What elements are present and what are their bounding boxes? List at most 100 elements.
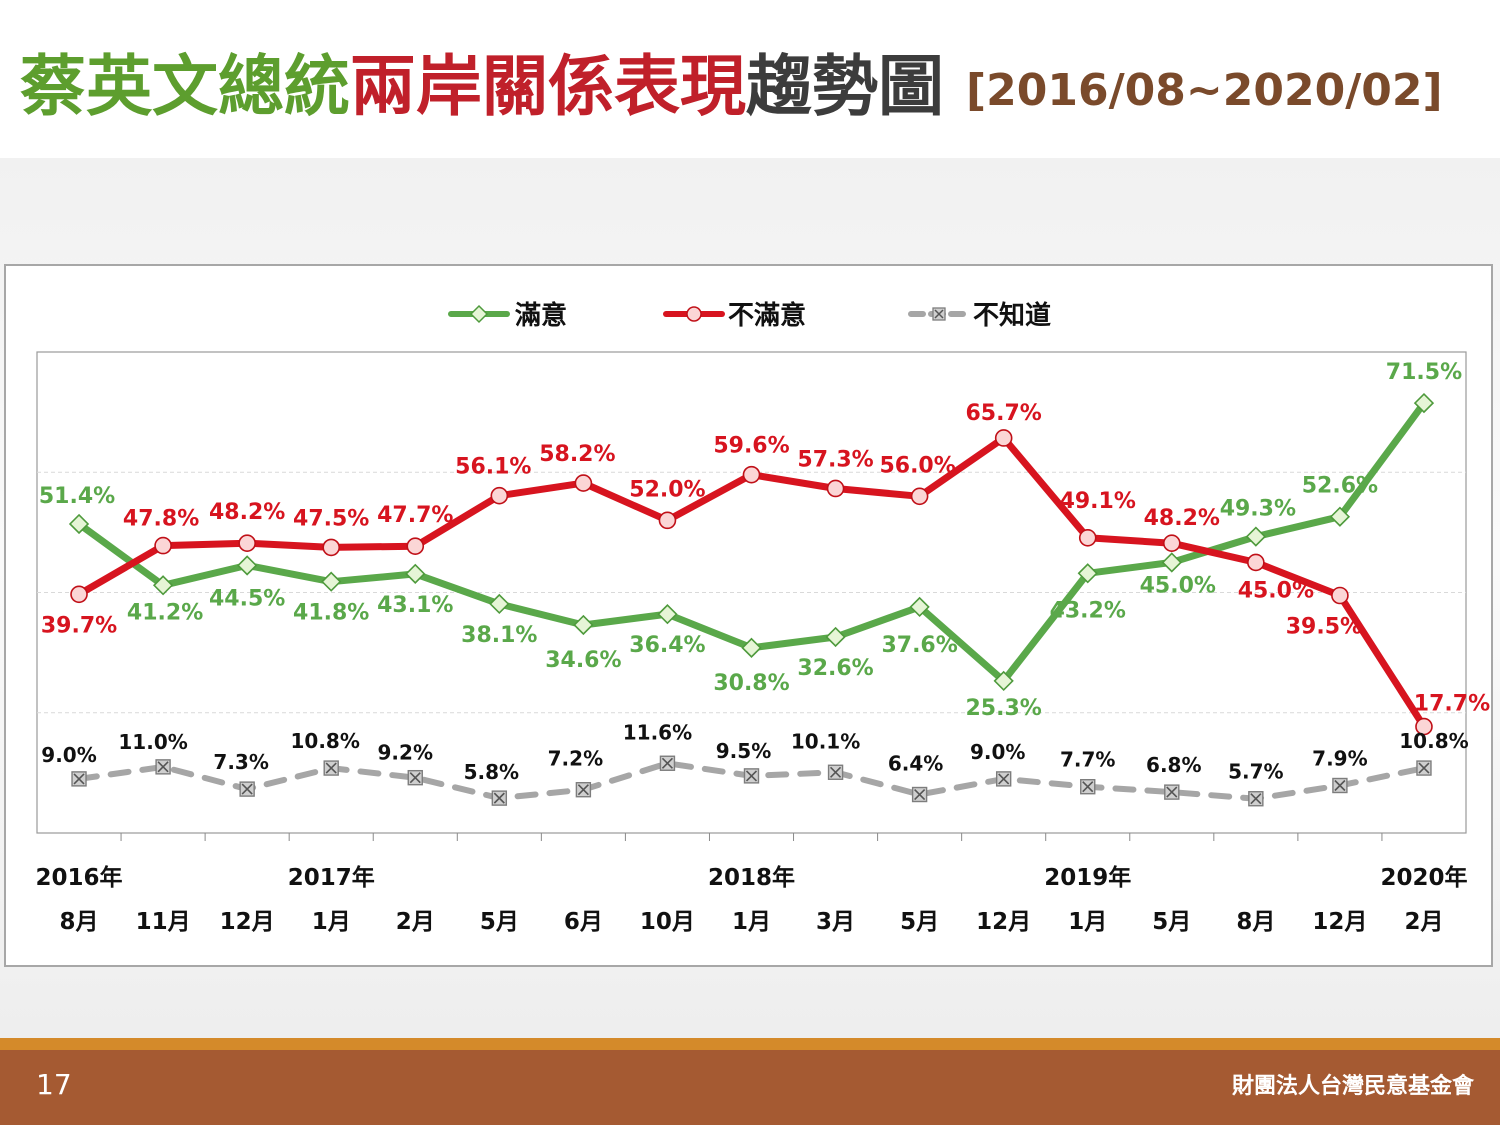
- data-label-satisfied: 38.1%: [461, 623, 537, 648]
- data-label-dissatisfied: 48.2%: [1144, 506, 1220, 531]
- data-label-dissatisfied: 56.0%: [879, 453, 955, 478]
- point-dontknow-cross: [1418, 762, 1430, 774]
- point-satisfied: [573, 614, 594, 636]
- point-dontknow-cross: [493, 792, 505, 804]
- title-part-cross-strait: 兩岸關係表現: [350, 48, 746, 125]
- point-dissatisfied: [1415, 717, 1433, 736]
- point-dontknow-cross: [1082, 781, 1094, 793]
- year-label: 2019年: [1044, 864, 1131, 891]
- point-dontknow-cross: [577, 784, 589, 796]
- point-dissatisfied: [742, 465, 761, 484]
- data-label-satisfied: 71.5%: [1386, 360, 1462, 385]
- point-satisfied: [152, 575, 174, 596]
- point-satisfied: [405, 563, 426, 584]
- point-dontknow-cross: [1250, 793, 1262, 805]
- point-dissatisfied: [574, 474, 593, 492]
- data-label-satisfied: 25.3%: [966, 696, 1042, 721]
- year-label: 2017年: [288, 864, 375, 891]
- year-label: 2020年: [1380, 864, 1467, 891]
- point-dissatisfied: [994, 429, 1013, 447]
- point-satisfied: [68, 513, 90, 535]
- data-label-satisfied: 36.4%: [629, 633, 705, 658]
- point-dissatisfied: [322, 538, 341, 557]
- legend-label-dissatisfied: 不滿意: [728, 300, 806, 331]
- point-dontknow-cross: [325, 762, 337, 774]
- x-tick-label: 11月: [136, 909, 191, 935]
- data-label-dontknow: 6.8%: [1146, 753, 1201, 777]
- data-label-satisfied: 45.0%: [1140, 573, 1216, 598]
- data-label-dontknow: 5.8%: [464, 760, 519, 784]
- data-label-satisfied: 44.5%: [209, 586, 285, 611]
- point-dontknow-cross: [745, 770, 758, 782]
- line-chart: 8月 11月 12月 1月 2月 5月 6月 10月 1月 3月 5月 12月 1月 5月 8月 12月 2月 2…: [36, 300, 1491, 935]
- point-dissatisfied: [1331, 586, 1349, 605]
- point-dissatisfied: [826, 479, 845, 498]
- data-label-dissatisfied: 47.7%: [377, 503, 453, 528]
- point-dontknow-cross: [829, 766, 842, 778]
- point-dontknow-cross: [241, 783, 253, 795]
- point-dontknow-cross: [914, 788, 926, 801]
- point-dissatisfied: [1162, 534, 1181, 552]
- legend-marker-dontknow-cross: [934, 309, 944, 319]
- x-tick-label: 2月: [396, 909, 435, 935]
- point-dissatisfied: [70, 585, 88, 604]
- data-label-satisfied: 41.8%: [293, 601, 369, 626]
- data-label-dissatisfied: 39.5%: [1286, 615, 1362, 640]
- point-satisfied: [1245, 526, 1266, 547]
- point-dontknow-cross: [157, 761, 169, 773]
- point-satisfied: [321, 571, 342, 592]
- point-dissatisfied: [910, 487, 929, 506]
- point-satisfied: [657, 604, 678, 625]
- point-dissatisfied: [154, 536, 172, 555]
- data-label-satisfied: 52.6%: [1302, 474, 1378, 499]
- x-tick-label: 12月: [220, 909, 275, 935]
- point-satisfied: [1329, 506, 1351, 527]
- data-label-satisfied: 30.8%: [713, 671, 789, 696]
- point-satisfied: [1161, 552, 1182, 573]
- data-label-satisfied: 34.6%: [545, 648, 621, 673]
- year-label: 2016年: [36, 864, 123, 891]
- data-label-satisfied: 43.1%: [377, 593, 453, 618]
- point-dissatisfied: [1078, 528, 1097, 547]
- data-label-dontknow: 10.8%: [1399, 729, 1468, 753]
- point-dontknow-cross: [409, 772, 421, 784]
- organization-name: 財團法人台灣民意基金會: [1231, 1074, 1474, 1099]
- data-label-dissatisfied: 39.7%: [41, 613, 117, 638]
- point-dissatisfied: [658, 511, 677, 530]
- x-tick-label: 1月: [1068, 909, 1107, 935]
- point-satisfied: [1077, 563, 1098, 584]
- x-tick-label: 12月: [976, 909, 1031, 935]
- page-number: 17: [36, 1068, 72, 1101]
- data-label-satisfied: 41.2%: [127, 600, 203, 625]
- data-label-dissatisfied: 56.1%: [455, 455, 531, 480]
- data-label-dissatisfied: 17.7%: [1414, 692, 1490, 717]
- legend-marker-dissatisfied: [686, 306, 702, 322]
- data-label-dissatisfied: 49.1%: [1060, 489, 1136, 514]
- data-label-dontknow: 7.7%: [1060, 748, 1115, 772]
- x-tick-label: 12月: [1312, 909, 1367, 935]
- data-label-dissatisfied: 47.8%: [123, 507, 199, 532]
- point-dontknow-cross: [1334, 779, 1346, 792]
- chart-frame: 8月 11月 12月 1月 2月 5月 6月 10月 1月 3月 5月 12月 1月 5月 8月 12月 2月 2…: [4, 264, 1493, 967]
- data-label-dontknow: 9.2%: [378, 741, 433, 765]
- data-label-dissatisfied: 58.2%: [539, 442, 615, 467]
- point-satisfied: [825, 626, 846, 648]
- x-tick-label: 6月: [564, 909, 603, 935]
- year-label: 2018年: [708, 864, 795, 891]
- data-label-dontknow: 10.8%: [291, 729, 360, 753]
- data-label-satisfied: 32.6%: [797, 656, 873, 681]
- data-label-dissatisfied: 48.2%: [209, 500, 285, 525]
- point-satisfied: [489, 593, 510, 615]
- x-tick-label: 5月: [900, 909, 939, 935]
- data-label-dissatisfied: 59.6%: [713, 434, 789, 459]
- data-label-dontknow: 10.1%: [791, 729, 860, 753]
- point-dissatisfied: [406, 537, 425, 556]
- x-tick-label: 2月: [1404, 909, 1443, 935]
- point-satisfied: [1413, 392, 1435, 414]
- data-label-dissatisfied: 65.7%: [966, 401, 1042, 426]
- data-label-satisfied: 51.4%: [39, 484, 115, 509]
- footer-bar: [0, 1050, 1500, 1125]
- point-satisfied: [993, 670, 1014, 692]
- slide-title: 蔡英文總統兩岸關係表現趨勢圖 [2016/08~2020/02]: [20, 42, 1443, 132]
- x-tick-label: 5月: [480, 909, 519, 935]
